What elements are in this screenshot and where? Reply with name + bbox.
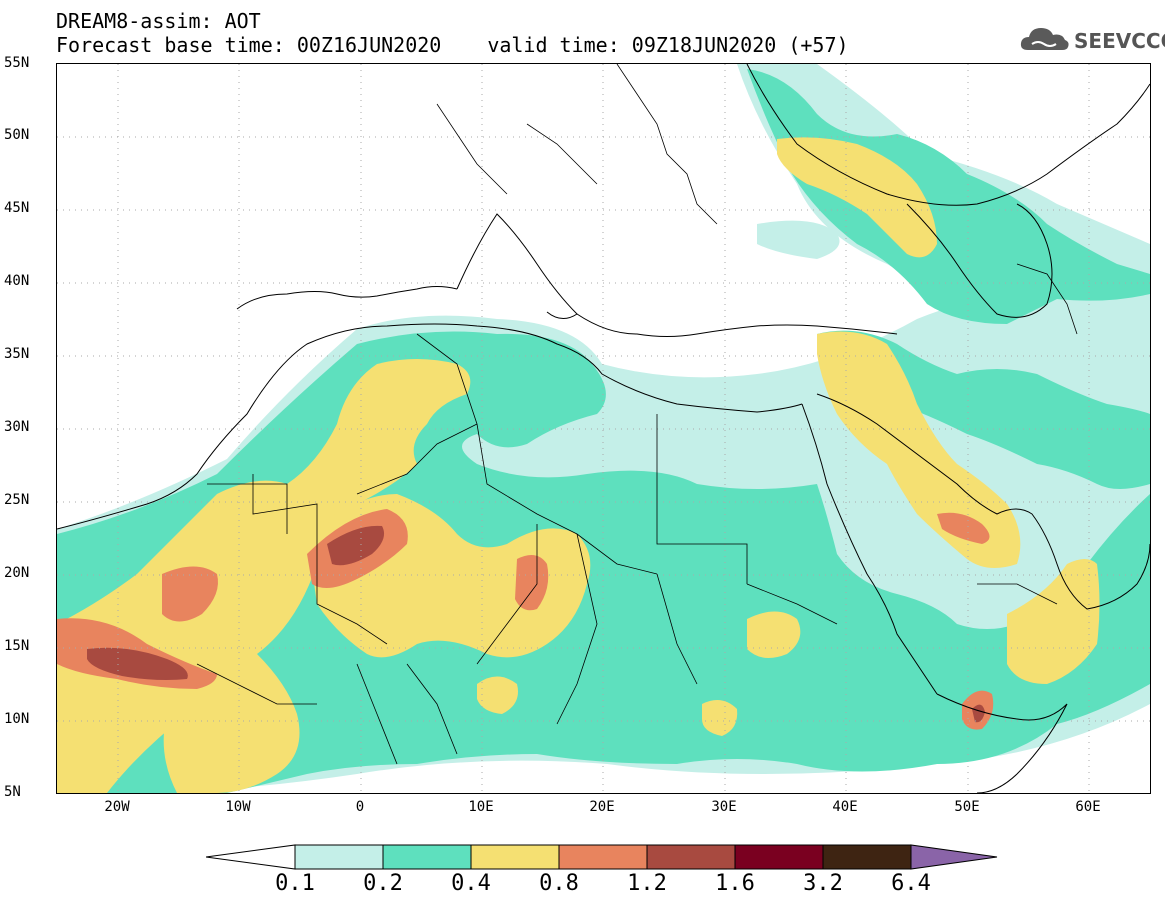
colorbar-tick-0-8: 0.8 (539, 871, 579, 896)
lat-label-45n: 45N (4, 200, 30, 216)
colorbar-segment-0-4 (470, 844, 560, 870)
forecast-base-time: Forecast base time: 00Z16JUN2020 (56, 33, 442, 57)
colorbar-segment-0-8 (558, 844, 648, 870)
lat-label-10n: 10N (4, 711, 30, 727)
colorbar-tick-1-6: 1.6 (715, 871, 755, 896)
lat-label-15n: 15N (4, 638, 30, 654)
lat-label-5n: 5N (4, 784, 21, 800)
colorbar-tick-0-4: 0.4 (451, 871, 491, 896)
colorbar-segment-0-2 (382, 844, 472, 870)
colorbar-tick-3-2: 3.2 (803, 871, 843, 896)
colorbar-tick-0-2: 0.2 (363, 871, 403, 896)
lon-label-0: 0 (355, 799, 365, 815)
lon-label-10w: 10W (225, 799, 251, 815)
lon-label-60e: 60E (1075, 799, 1101, 815)
colorbar-segment-below-0-1 (206, 844, 296, 870)
logo-text: SEEVCCC (1074, 29, 1165, 53)
lat-label-40n: 40N (4, 273, 30, 289)
lon-label-10e: 10E (468, 799, 494, 815)
lon-label-20e: 20E (589, 799, 615, 815)
lat-label-55n: 55N (4, 55, 30, 71)
aot-band-1-2 (87, 525, 985, 723)
valid-time: valid time: 09Z18JUN2020 (+57) (487, 33, 849, 57)
country-borders (196, 64, 1078, 765)
lon-label-50e: 50E (954, 799, 980, 815)
lat-label-25n: 25N (4, 492, 30, 508)
aot-map (56, 63, 1151, 794)
gridlines (57, 64, 1150, 793)
map-canvas (57, 64, 1150, 793)
forecast-times: Forecast base time: 00Z16JUN2020 valid ti… (56, 34, 849, 56)
lon-label-20w: 20W (104, 799, 130, 815)
lat-label-35n: 35N (4, 346, 30, 362)
lat-label-50n: 50N (4, 127, 30, 143)
colorbar-segment-3-2 (822, 844, 912, 870)
map-title: DREAM8-assim: AOT (56, 9, 261, 33)
seevccc-logo: SEEVCCC (1018, 22, 1165, 56)
colorbar-tick-6-4: 6.4 (891, 871, 931, 896)
colorbar-segment-above-6-4 (910, 844, 998, 870)
lon-label-30e: 30E (711, 799, 737, 815)
colorbar-segment-1-6 (734, 844, 824, 870)
lat-label-20n: 20N (4, 565, 30, 581)
colorbar-tick-0-1: 0.1 (275, 871, 315, 896)
coastlines (57, 64, 1150, 793)
lon-label-40e: 40E (832, 799, 858, 815)
colorbar-tick-1-2: 1.2 (627, 871, 667, 896)
cloud-logo-icon (1020, 28, 1069, 50)
colorbar-segment-1-2 (646, 844, 736, 870)
colorbar-segment-0-1 (294, 844, 384, 870)
aot-colorbar (206, 844, 998, 870)
lat-label-30n: 30N (4, 419, 30, 435)
